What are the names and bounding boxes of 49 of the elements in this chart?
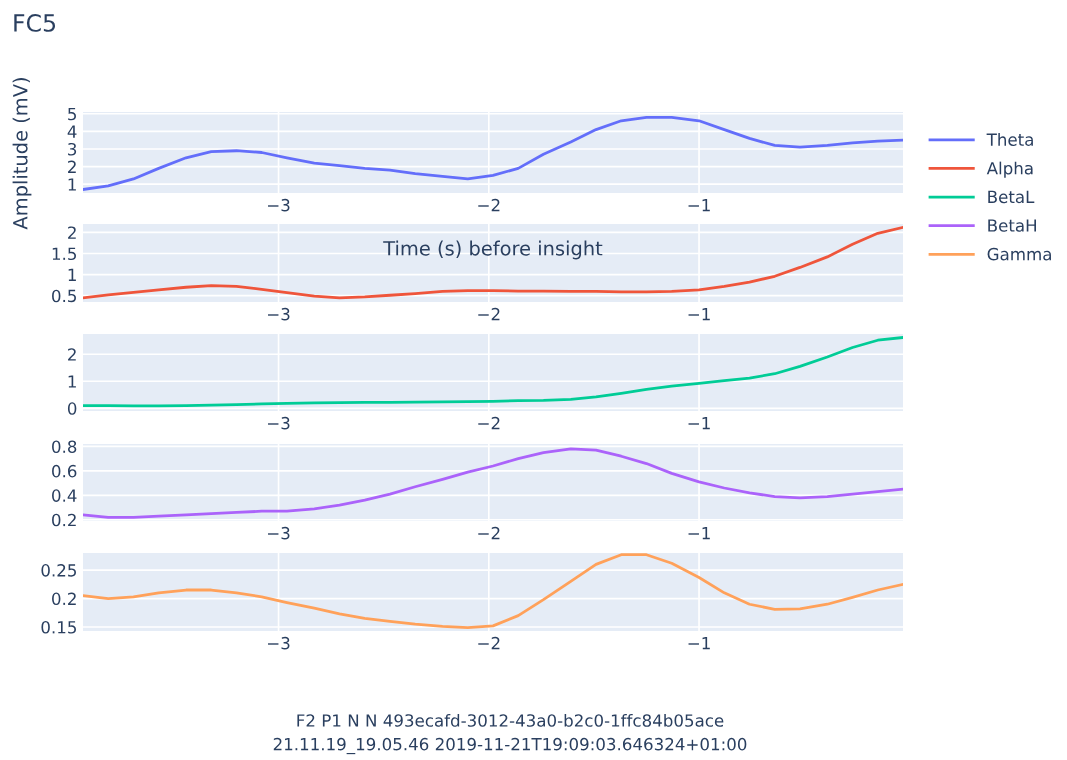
legend-label: Gamma — [987, 247, 1051, 261]
x-tick-label: −3 — [268, 198, 290, 212]
x-tick-label: −3 — [268, 307, 290, 321]
y-tick-label: 0 — [67, 402, 77, 415]
x-tick-label: −1 — [688, 637, 710, 650]
y-tick-label: 1 — [68, 375, 76, 388]
legend-label: Alpha — [986, 161, 1033, 178]
line-series — [83, 447, 903, 519]
x-tick-label: −3 — [268, 416, 290, 430]
y-tick-label: 2 — [68, 226, 76, 239]
x-tick-label: −2 — [478, 198, 500, 212]
legend-label: BetaH — [988, 219, 1036, 232]
y-axis-title: Amplitude (mV) — [12, 78, 32, 230]
x-tick-label: −2 — [478, 526, 500, 540]
y-tick-label: 2 — [68, 160, 76, 173]
y-tick-label: 0.6 — [52, 464, 77, 478]
x-tick-label: −3 — [268, 636, 290, 650]
y-tick-label: 1 — [68, 178, 76, 191]
y-tick-label: 0.8 — [52, 440, 77, 454]
y-tick-label: 0.2 — [52, 513, 76, 527]
y-tick-label: 0.5 — [52, 289, 76, 303]
text: 21.11.19_19.05.46 2019-11-21T19:09:03.646324+01:00 — [273, 737, 747, 755]
chart-title: FC5 — [14, 13, 56, 32]
x-axis-title: Time (s) before insight — [383, 240, 603, 260]
text: F2 P1 N N 493ecafd-3012-43a0-b2c0-1ffc84b05ace — [297, 713, 724, 727]
y-tick-label: 4 — [67, 125, 77, 138]
y-tick-label: 0.25 — [41, 564, 76, 577]
x-tick-label: −1 — [688, 308, 710, 321]
x-tick-label: −1 — [688, 417, 710, 430]
y-tick-label: 1.5 — [52, 247, 76, 261]
y-tick-label: 1 — [68, 268, 76, 281]
y-tick-label: 0.15 — [41, 620, 76, 634]
x-tick-label: −1 — [688, 527, 710, 540]
x-tick-label: −2 — [478, 307, 500, 321]
line-series — [83, 553, 903, 629]
y-tick-label: 5 — [68, 107, 76, 121]
y-tick-label: 0.2 — [52, 592, 76, 606]
y-tick-label: 3 — [68, 142, 77, 156]
x-tick-label: −2 — [478, 416, 500, 430]
x-tick-label: −1 — [688, 199, 710, 212]
x-tick-label: −2 — [478, 636, 500, 650]
y-tick-label: 2 — [68, 348, 76, 361]
line-series — [83, 336, 903, 408]
x-tick-label: −3 — [268, 526, 290, 540]
line-series — [83, 225, 903, 300]
y-tick-label: 0.4 — [52, 489, 77, 502]
legend-label: Theta — [986, 133, 1033, 146]
line-series — [83, 115, 903, 191]
legend-label: BetaL — [988, 190, 1035, 204]
